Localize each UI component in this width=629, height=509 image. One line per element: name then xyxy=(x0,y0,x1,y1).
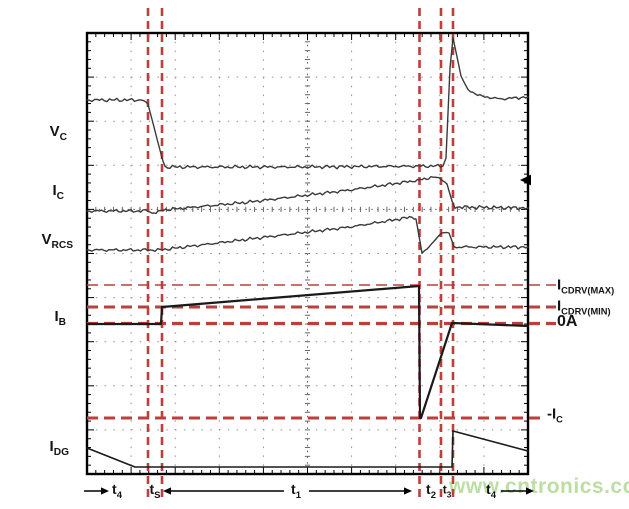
level-label-icdrv-min-sub: CDRV(MIN) xyxy=(561,306,611,317)
time-arrow-head-icon xyxy=(404,487,412,495)
channel-label-ib-main: I xyxy=(54,308,59,325)
trace-ib xyxy=(85,284,530,420)
time-arrow-head-icon xyxy=(526,487,534,495)
trace-idg xyxy=(86,430,529,468)
time-label-t3-sub: 3 xyxy=(446,490,452,500)
level-label-icdrv-max-main: I xyxy=(557,276,562,294)
time-label-t4-left-sub: 4 xyxy=(116,490,122,501)
level-label-neg-ic-main: -I xyxy=(547,405,557,423)
channel-label-ic-sub: C xyxy=(56,191,64,202)
time-label-ts-main: t xyxy=(149,481,155,497)
channel-label-ib: IB xyxy=(54,308,66,328)
channel-label-vc-main: V xyxy=(49,123,60,140)
time-arrow-head-icon xyxy=(101,487,109,495)
time-arrow-head-icon xyxy=(163,487,171,495)
time-label-t3: t3 xyxy=(443,483,452,500)
time-label-t4-left: t4 xyxy=(112,481,122,501)
time-label-t2-main: t xyxy=(426,481,431,497)
time-label-t4-right-sub: 4 xyxy=(490,490,496,501)
channel-label-idg-sub: DG xyxy=(53,447,69,458)
channel-label-vrcs-sub: RCS xyxy=(51,240,73,251)
time-label-t1: t1 xyxy=(291,481,301,501)
trace-vrcs xyxy=(86,215,529,254)
channel-label-ic-main: I xyxy=(52,182,57,199)
channel-label-vc: VC xyxy=(50,123,67,143)
time-label-ts: tS xyxy=(149,481,160,501)
level-label-neg-ic: -IC xyxy=(547,406,563,425)
time-label-t2-sub: 2 xyxy=(430,490,436,501)
level-label-icdrv-max-sub: CDRV(MAX) xyxy=(561,285,615,296)
level-label-icdrv-min-main: I xyxy=(557,297,562,315)
channel-label-ib-sub: B xyxy=(58,317,66,328)
channel-label-ic: IC xyxy=(52,182,64,202)
time-label-ts-sub: S xyxy=(154,490,161,501)
level-label-icdrv-max: ICDRV(MAX) xyxy=(557,277,614,296)
level-label-zero-amp-main: 0A xyxy=(557,313,578,330)
channel-label-vrcs-main: V xyxy=(41,231,52,248)
time-label-t4-left-main: t xyxy=(112,481,117,497)
channel-label-vc-sub: C xyxy=(59,132,67,143)
time-label-t1-main: t xyxy=(291,481,296,497)
watermark-text: www.cntronics.com xyxy=(449,475,629,498)
ic-level-arrow-icon xyxy=(520,174,531,186)
channel-label-vrcs: VRCS xyxy=(41,231,73,251)
level-label-neg-ic-sub: C xyxy=(556,414,563,425)
trace-vc xyxy=(86,37,529,170)
trace-ic xyxy=(86,176,529,215)
channel-label-idg-main: I xyxy=(49,438,54,455)
time-label-t3-main: t xyxy=(442,482,447,497)
channel-label-idg: IDG xyxy=(50,438,69,458)
time-label-t1-sub: 1 xyxy=(295,490,301,501)
time-label-t4-right-main: t xyxy=(486,481,491,497)
level-label-icdrv-min: ICDRV(MIN) xyxy=(557,298,611,317)
time-label-t4-right: t4 xyxy=(486,481,496,501)
level-label-zero-amp: 0A xyxy=(557,313,577,333)
time-label-t2: t2 xyxy=(426,481,436,501)
